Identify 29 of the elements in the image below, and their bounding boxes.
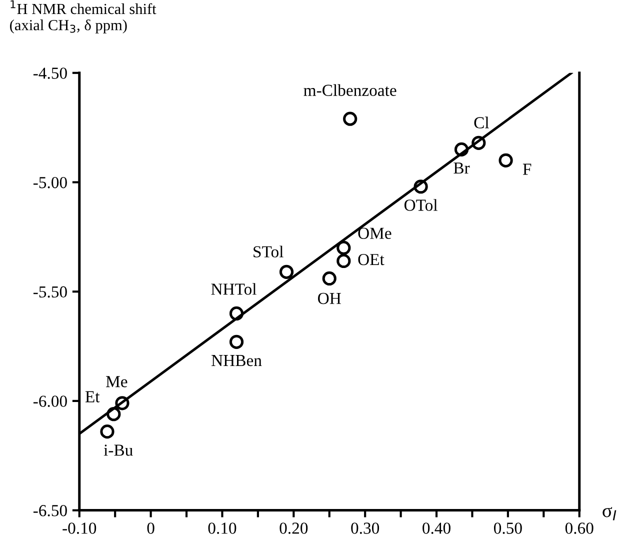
x-tick-label: -0.10 xyxy=(62,522,96,534)
annotation: Br xyxy=(454,162,470,174)
y-tick-label: -4.50 xyxy=(33,68,67,79)
x-tick-label: 0.50 xyxy=(494,522,522,534)
annotation: OEt xyxy=(358,254,384,266)
x-axis-title: σ$_{I}$ xyxy=(602,507,616,520)
x-tick-label: 0.40 xyxy=(422,522,450,534)
y-tick-label: -6.50 xyxy=(33,505,67,516)
annotation: NHTol xyxy=(211,283,256,295)
annotation: F xyxy=(522,164,532,175)
annotation: STol xyxy=(254,246,284,258)
x-tick-label: 0.30 xyxy=(351,522,380,534)
y-tick-label: -5.00 xyxy=(33,176,67,188)
y-tick-label: -5.50 xyxy=(33,286,67,298)
annotation: i-Bu xyxy=(104,444,133,456)
x-tick-label: 0.60 xyxy=(565,522,594,534)
annotation: OH xyxy=(318,292,341,304)
annotation: Cl xyxy=(474,116,489,128)
annotation: m-Clbenzoate xyxy=(304,84,396,96)
annotation: OMe xyxy=(358,228,392,239)
annotation: Me xyxy=(106,376,128,388)
annotation: OTol xyxy=(404,199,438,211)
x-tick-label: 0.20 xyxy=(280,522,308,534)
annotation: NHBen xyxy=(212,355,262,366)
y-tick-label: -6.00 xyxy=(33,396,67,407)
y-axis-title: $^{1}$H NMR chemical shift (axial CH$_{3}$, δ ppm) xyxy=(10,0,156,34)
annotation: Et xyxy=(85,391,100,402)
x-tick-label: 0.10 xyxy=(208,522,236,534)
x-tick-label: 0 xyxy=(147,522,154,534)
